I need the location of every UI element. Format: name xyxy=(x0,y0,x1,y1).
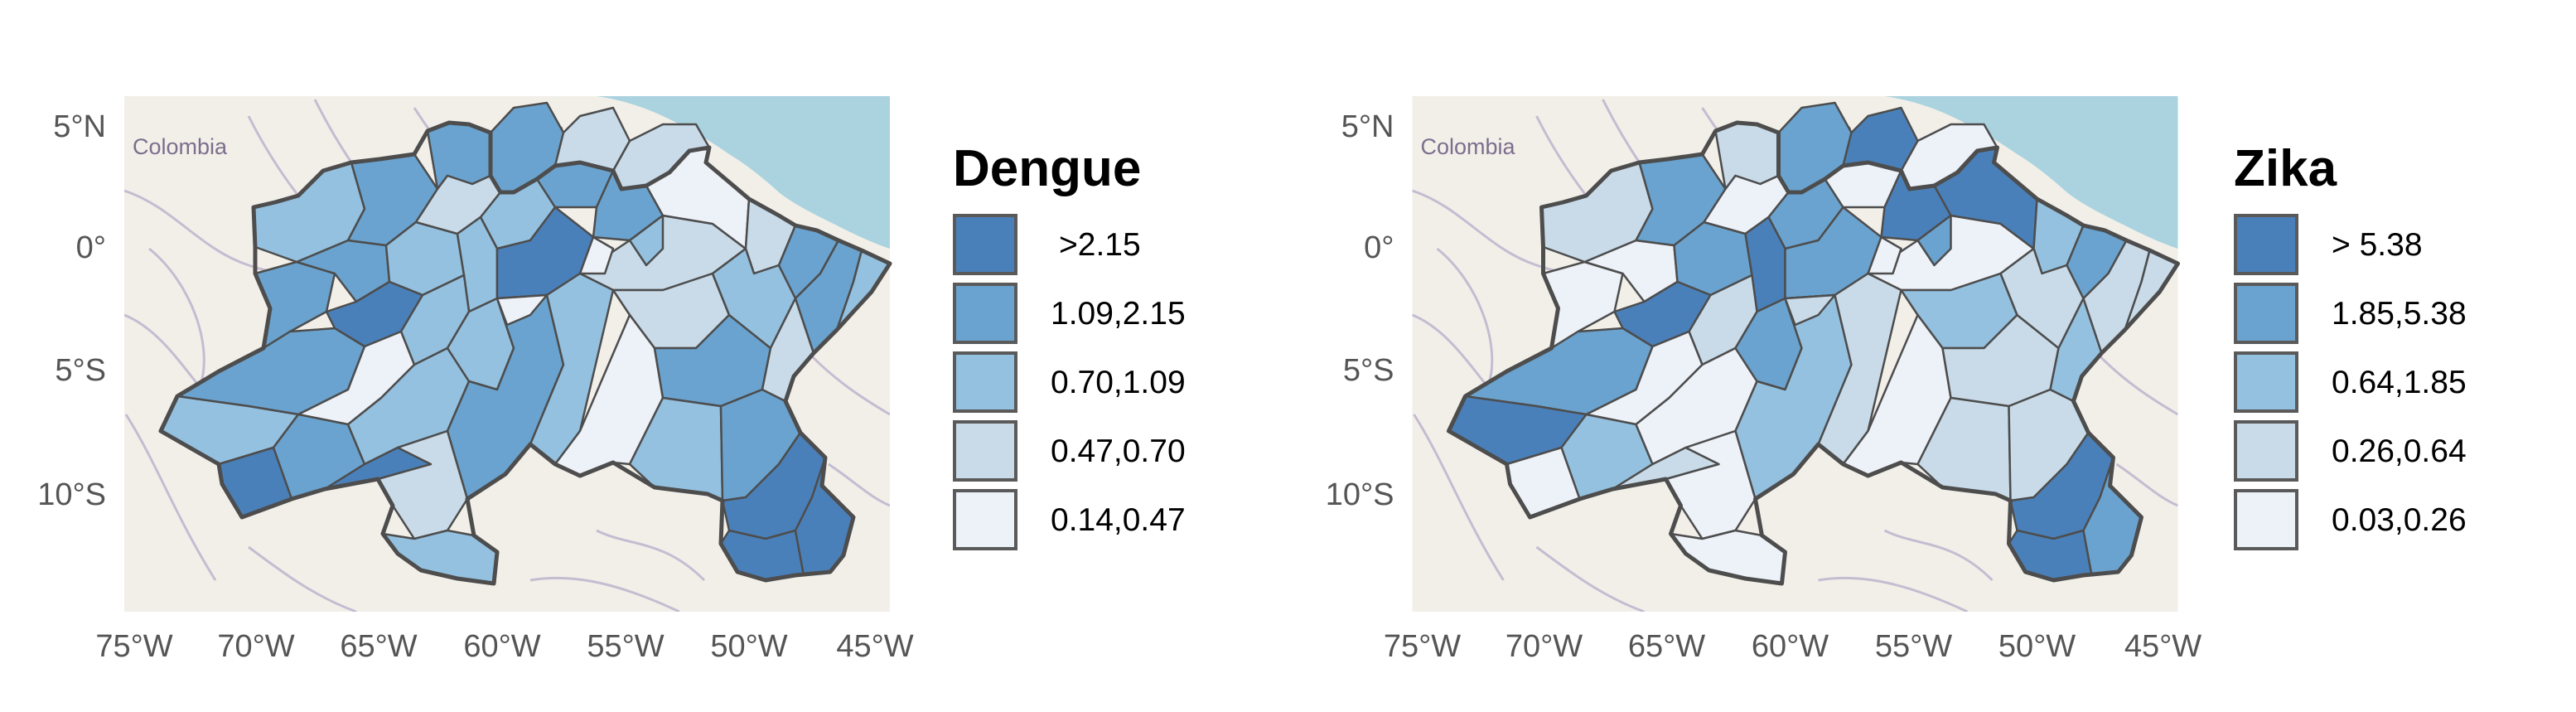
river-line xyxy=(1602,99,1641,163)
region[interactable] xyxy=(628,214,665,267)
legend-swatch xyxy=(953,214,1017,275)
x-tick-label: 65°W xyxy=(340,629,417,664)
map-zika[interactable]: Colombiauyana75°W70°W65°W60°W55°W50°W45°… xyxy=(1288,0,2576,712)
x-tick-label: 60°W xyxy=(1752,629,1829,664)
legend-item: 0.14,0.47 xyxy=(953,489,1226,555)
x-tick-label: 50°W xyxy=(1998,629,2076,664)
legend-swatch xyxy=(953,351,1017,413)
legend-item: >2.15 xyxy=(953,214,1226,280)
legend-label: 1.09,2.15 xyxy=(1051,296,1186,332)
region[interactable] xyxy=(578,235,615,275)
river-line xyxy=(148,247,205,390)
map-panel-zika: Colombiauyana75°W70°W65°W60°W55°W50°W45°… xyxy=(1288,0,2576,712)
x-tick-label: 55°W xyxy=(1875,629,1952,664)
legend-item: > 5.38 xyxy=(2234,214,2507,280)
legend-swatch xyxy=(2234,283,2298,344)
river-line xyxy=(1535,545,1646,612)
x-tick-label: 50°W xyxy=(710,629,787,664)
river-line xyxy=(596,529,706,582)
legend-item: 0.70,1.09 xyxy=(953,351,1226,418)
legend-swatch xyxy=(953,489,1017,550)
y-tick-label: 5°S xyxy=(55,353,106,388)
river-line xyxy=(1535,115,1588,196)
legend-item: 0.47,0.70 xyxy=(953,420,1226,487)
legend-label: > 5.38 xyxy=(2332,227,2423,263)
river-line xyxy=(1818,576,1969,612)
legend-swatch xyxy=(2234,489,2298,550)
legend-item: 0.64,1.85 xyxy=(2234,351,2507,418)
y-tick-label: 5°N xyxy=(53,109,106,144)
x-tick-label: 45°W xyxy=(2124,629,2201,664)
legend-label: 0.03,0.26 xyxy=(2332,502,2467,538)
x-tick-label: 60°W xyxy=(463,629,540,664)
river-line xyxy=(529,576,680,612)
study-area-outline xyxy=(1447,120,2180,586)
river-line xyxy=(1436,247,1494,390)
legend-swatch xyxy=(953,283,1017,344)
region[interactable] xyxy=(1867,235,1902,275)
region[interactable] xyxy=(1916,214,1952,267)
y-tick-label: 5°N xyxy=(1341,109,1394,144)
y-tick-label: 5°S xyxy=(1343,353,1394,388)
river-line xyxy=(313,99,353,163)
study-area-outline xyxy=(158,120,892,586)
ocean xyxy=(1884,96,2178,249)
river-line xyxy=(124,414,217,581)
x-tick-label: 75°W xyxy=(95,629,172,664)
legend-item: 0.26,0.64 xyxy=(2234,420,2507,487)
legend-item: 1.85,5.38 xyxy=(2234,283,2507,349)
legend-label: 0.47,0.70 xyxy=(1051,433,1186,469)
x-tick-label: 75°W xyxy=(1384,629,1461,664)
y-tick-label: 10°S xyxy=(1326,477,1394,512)
ocean xyxy=(597,96,890,249)
legend-title: Zika xyxy=(2234,140,2337,197)
x-tick-label: 70°W xyxy=(1505,629,1583,664)
legend-swatch xyxy=(2234,420,2298,482)
legend-label: 0.64,1.85 xyxy=(2332,365,2467,400)
region[interactable] xyxy=(1784,293,1836,327)
river-line xyxy=(247,115,300,196)
river-line xyxy=(810,355,890,416)
legend-swatch xyxy=(953,420,1017,482)
regions-layer xyxy=(1447,101,2179,585)
x-tick-label: 45°W xyxy=(836,629,913,664)
map-dengue[interactable]: Colombiauyana75°W70°W65°W60°W55°W50°W45°… xyxy=(0,0,1288,712)
legend-label: 0.26,0.64 xyxy=(2332,433,2467,469)
y-tick-label: 10°S xyxy=(37,477,106,512)
legend-label: 1.85,5.38 xyxy=(2332,296,2467,332)
legend-item: 0.03,0.26 xyxy=(2234,489,2507,555)
y-tick-label: 0° xyxy=(1364,230,1394,265)
legend-label: 0.14,0.47 xyxy=(1051,502,1186,538)
river-line xyxy=(1883,529,1994,582)
x-tick-label: 70°W xyxy=(217,629,294,664)
legend-swatch xyxy=(2234,351,2298,413)
legend-swatch xyxy=(2234,214,2298,275)
river-line xyxy=(1413,414,1505,581)
river-line xyxy=(2099,355,2178,416)
region[interactable] xyxy=(495,293,549,327)
legend-title: Dengue xyxy=(953,140,1142,197)
legend-item: 1.09,2.15 xyxy=(953,283,1226,349)
river-line xyxy=(248,545,357,612)
legend-label: >2.15 xyxy=(1059,227,1141,263)
x-tick-label: 65°W xyxy=(1628,629,1705,664)
basemap-label: Colombia xyxy=(133,134,228,159)
x-tick-label: 55°W xyxy=(587,629,664,664)
map-panel-dengue: Colombiauyana75°W70°W65°W60°W55°W50°W45°… xyxy=(0,0,1288,712)
river-line xyxy=(2115,463,2178,507)
basemap-label: Colombia xyxy=(1421,134,1516,159)
y-tick-label: 0° xyxy=(76,230,106,265)
river-line xyxy=(828,463,890,507)
legend-label: 0.70,1.09 xyxy=(1051,365,1186,400)
